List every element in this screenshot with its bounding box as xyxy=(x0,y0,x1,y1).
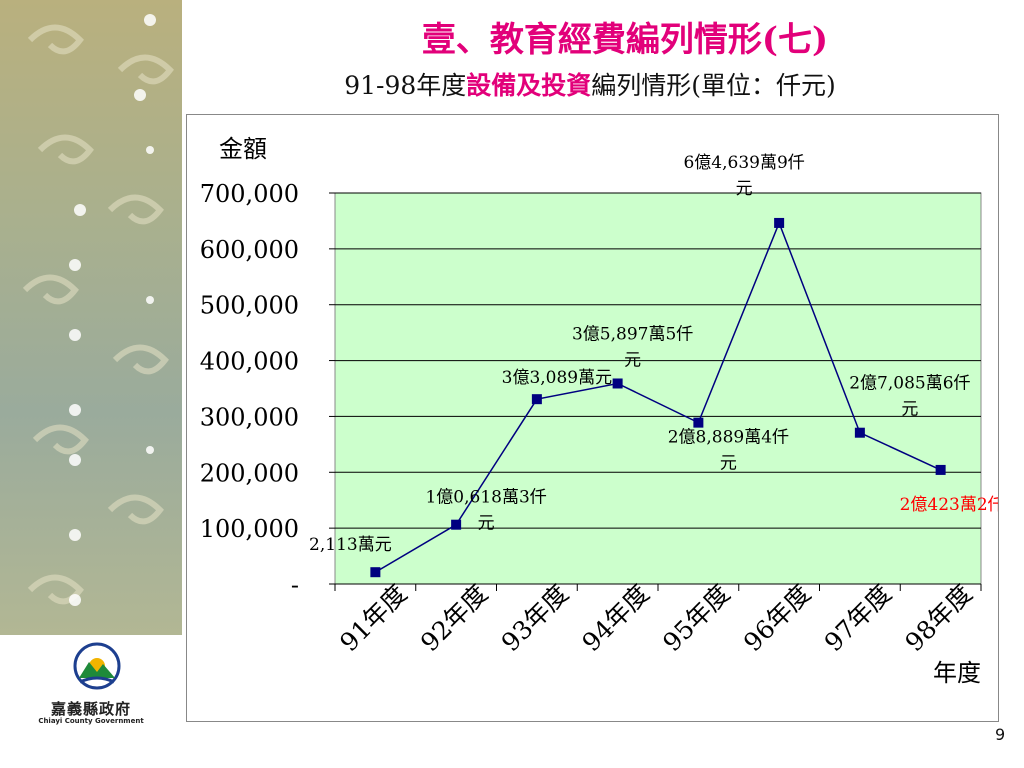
county-logo xyxy=(0,640,182,730)
subtitle-suffix: 編列情形(單位：仟元) xyxy=(591,71,836,100)
decorative-sidebar xyxy=(0,0,182,635)
x-tick-label: 93年度 xyxy=(496,579,574,657)
logo-name: 嘉義縣政府 xyxy=(50,700,131,718)
data-point xyxy=(854,427,865,438)
data-point xyxy=(693,417,704,428)
y-tick-label: 400,000 xyxy=(200,348,299,376)
series-line xyxy=(374,220,941,573)
data-label: 2億423萬2仟元 xyxy=(900,495,998,515)
data-point xyxy=(935,464,946,475)
y-tick-label: - xyxy=(291,571,299,599)
x-tick-label: 98年度 xyxy=(899,579,977,657)
data-label: 元 xyxy=(624,350,641,370)
data-point xyxy=(531,394,542,405)
data-label: 3億5,897萬5仟 xyxy=(572,324,693,344)
subtitle-prefix: 91-98年度 xyxy=(344,71,467,100)
subtitle-highlight: 設備及投資 xyxy=(466,71,592,100)
y-tick-label: 100,000 xyxy=(200,515,299,543)
data-label: 元 xyxy=(720,454,737,474)
data-point xyxy=(612,378,623,389)
county-emblem-icon xyxy=(73,642,121,690)
x-tick-label: 96年度 xyxy=(738,579,816,657)
y-tick-label: 700,000 xyxy=(200,180,299,208)
data-point xyxy=(451,519,462,530)
chart-frame: - 100,000 200,000 300,000 400,000 500,000 600,… xyxy=(186,114,1022,722)
x-tick-label: 94年度 xyxy=(576,579,654,657)
x-tick-label: 91年度 xyxy=(334,579,412,657)
data-label: 元 xyxy=(478,514,495,534)
x-tick-label: 97年度 xyxy=(819,579,897,657)
page-number: 9 xyxy=(995,725,1006,744)
data-label: 1億0,618萬3仟 xyxy=(425,488,546,508)
x-tick-label: 95年度 xyxy=(657,579,735,657)
y-tick-label: 300,000 xyxy=(200,403,299,431)
line-chart: - 100,000 200,000 300,000 400,000 500,000 600,… xyxy=(200,135,1022,687)
data-label: 元 xyxy=(901,400,918,420)
logo-subname: Chiayi County Government xyxy=(38,717,144,725)
x-tick-label: 92年度 xyxy=(415,579,493,657)
data-point xyxy=(370,567,381,578)
slide-subtitle: 91-98年度設備及投資編列情形(單位：仟元) xyxy=(200,70,980,102)
data-label: 2,113萬元 xyxy=(309,535,392,555)
y-tick-label: 600,000 xyxy=(200,236,299,264)
plot-area xyxy=(334,192,982,585)
y-tick-label: 200,000 xyxy=(200,459,299,487)
data-label: 6億4,639萬9仟 xyxy=(683,153,804,173)
slide-title: 壹、教育經費編列情形(七) xyxy=(421,20,829,60)
x-axis-label: 年度 xyxy=(933,659,981,687)
y-tick-label: 500,000 xyxy=(200,292,299,320)
swirl-pattern-icon xyxy=(22,14,174,606)
data-point xyxy=(774,217,785,228)
data-label: 2億7,085萬6仟 xyxy=(849,374,970,394)
data-label: 元 xyxy=(736,179,753,199)
data-label: 2億8,889萬4仟 xyxy=(668,428,789,448)
y-axis-label: 金額 xyxy=(219,135,267,163)
data-label: 3億3,089萬元 xyxy=(502,368,612,388)
